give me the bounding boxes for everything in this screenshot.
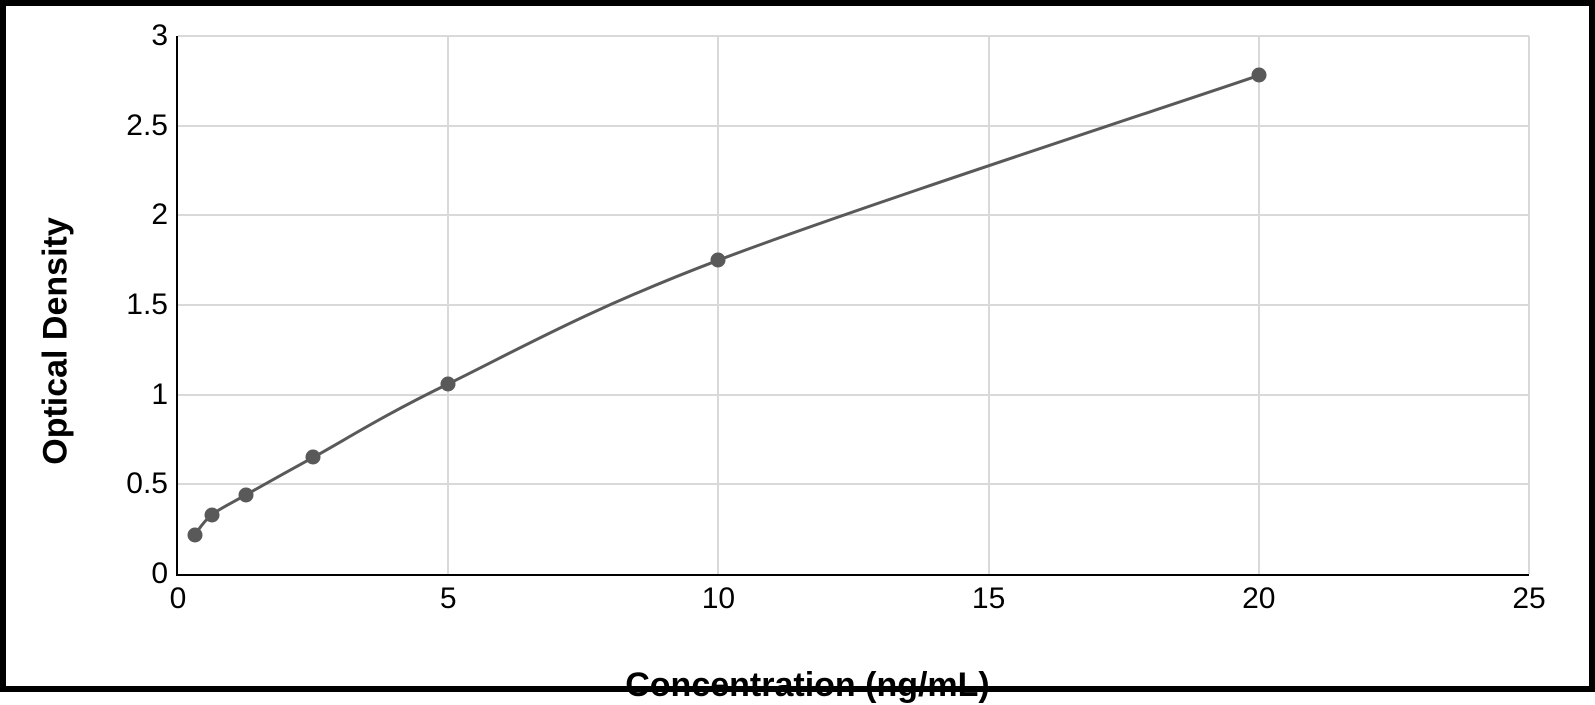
- chart-frame: Optical Density 051015202500.511.522.53 …: [0, 0, 1595, 692]
- y-tick-label: 3: [151, 19, 168, 53]
- x-tick-label: 15: [972, 582, 1005, 616]
- data-point: [306, 450, 321, 465]
- y-tick-label: 2: [151, 198, 168, 232]
- y-tick-label: 0: [151, 557, 168, 591]
- plot-area: 051015202500.511.522.53: [176, 36, 1529, 576]
- data-point: [238, 488, 253, 503]
- line-series: [178, 36, 1529, 574]
- x-tick-label: 25: [1512, 582, 1545, 616]
- x-tick-label: 10: [702, 582, 735, 616]
- x-tick-label: 5: [440, 582, 457, 616]
- x-axis-label: Concentration (ng/mL): [625, 666, 990, 705]
- y-tick-label: 1.5: [126, 288, 168, 322]
- data-point: [1251, 68, 1266, 83]
- data-point: [204, 507, 219, 522]
- x-tick-label: 0: [170, 582, 187, 616]
- data-point: [711, 253, 726, 268]
- data-point: [187, 527, 202, 542]
- y-tick-label: 2.5: [126, 109, 168, 143]
- y-axis-label: Optical Density: [37, 217, 76, 465]
- data-point: [441, 376, 456, 391]
- chart-area: Optical Density 051015202500.511.522.53 …: [66, 26, 1549, 656]
- y-tick-label: 1: [151, 378, 168, 412]
- series-line: [195, 75, 1259, 534]
- x-tick-label: 20: [1242, 582, 1275, 616]
- y-tick-label: 0.5: [126, 467, 168, 501]
